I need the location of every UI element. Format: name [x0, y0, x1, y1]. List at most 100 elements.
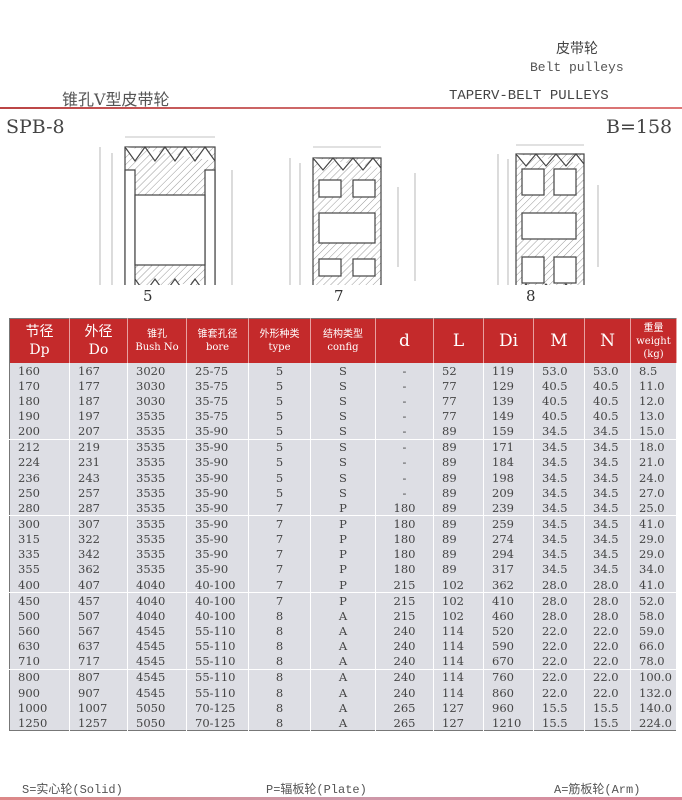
table-cell: 34.5 — [584, 423, 631, 440]
table-cell: 34.5 — [533, 546, 585, 562]
table-cell: 53.0 — [533, 363, 585, 379]
table-cell: 3535 — [127, 500, 187, 516]
column-header-cn: 锥孔 — [147, 329, 167, 340]
table-cell: 55-110 — [186, 668, 249, 685]
table-cell: 294 — [483, 546, 534, 562]
table-cell: - — [375, 363, 434, 379]
table-row: 800 807 4545 55-110 8 A 240 114 760 22.0 22.0 100.0 — [9, 668, 677, 685]
table-row: 630 637 4545 55-110 8 A 240 114 590 22.0 22.0 66.0 — [9, 638, 677, 654]
table-cell: 315 — [9, 531, 70, 547]
table-cell: 35-75 — [186, 408, 249, 424]
table-cell: 335 — [9, 546, 70, 562]
table-cell: 15.5 — [584, 715, 631, 731]
table-cell: 717 — [69, 653, 128, 670]
table-cell: 149 — [483, 408, 534, 424]
table-cell: 180 — [9, 393, 70, 409]
table-cell: 4040 — [127, 608, 187, 624]
table-cell: 3535 — [127, 438, 187, 455]
table-cell: 11.0 — [630, 378, 677, 394]
table-cell: 22.0 — [584, 623, 631, 639]
table-cell: 40-100 — [186, 592, 249, 609]
column-header-cn: 锥套孔径 — [197, 329, 238, 340]
table-cell: 7 — [248, 515, 311, 532]
table-cell: 7 — [248, 546, 311, 562]
table-cell: 670 — [483, 653, 534, 670]
table-cell: 52 — [433, 363, 484, 379]
table-cell: 34.5 — [584, 485, 631, 501]
table-cell: 5 — [248, 438, 311, 455]
table-cell: 8 — [248, 715, 311, 731]
table-cell: P — [310, 500, 376, 516]
table-cell: 180 — [375, 561, 434, 577]
table-cell: 41.0 — [630, 576, 677, 593]
column-header-cn: 外径 — [84, 324, 113, 340]
column-header-en: config — [327, 342, 359, 353]
table-cell: 34.5 — [533, 485, 585, 501]
column-header: M — [533, 318, 585, 363]
table-cell: 89 — [433, 515, 484, 532]
column-header-cn: 结构类型 — [323, 329, 363, 340]
table-row: 212 219 3535 35-90 5 S -89 171 34.5 34.5 18.0 — [9, 438, 677, 455]
table-cell: 197 — [69, 408, 128, 424]
table-cell: 637 — [69, 638, 128, 654]
table-cell: 8 — [248, 608, 311, 624]
table-cell: 34.5 — [533, 454, 585, 470]
table-cell: 40.5 — [584, 408, 631, 424]
table-cell: 52.0 — [630, 592, 677, 609]
table-row: 1000 1007 5050 70-125 8 A 265 127 960 15.5 15.5 140… — [9, 700, 677, 716]
table-cell: 89 — [433, 546, 484, 562]
table-cell: 34.5 — [584, 454, 631, 470]
table-cell: A — [310, 668, 376, 685]
table-cell: 190 — [9, 408, 70, 424]
table-row: 500 507 4040 40-100 8 A 215 102 460 28.0 28.0 58.0 — [9, 608, 677, 624]
table-cell: 5 — [248, 363, 311, 379]
table-cell: 1210 — [483, 715, 534, 731]
table-row: 200 207 3535 35-90 5 S -89 159 34.5 34.5 15.0 — [9, 423, 677, 440]
table-cell: 180 — [375, 531, 434, 547]
legend-solid: S=实心轮(Solid) — [22, 783, 123, 797]
table-cell: A — [310, 638, 376, 654]
table-row: 335 342 3535 35-90 7 P 180 89 294 34.5 34.5 29.0 — [9, 546, 677, 562]
table-cell: 240 — [375, 668, 434, 685]
figure-label-type-8: 8 — [526, 287, 536, 305]
table-cell: 630 — [9, 638, 70, 654]
column-header: Di — [483, 318, 534, 363]
belt-width: B=158 — [606, 116, 673, 138]
table-cell: 28.0 — [584, 608, 631, 624]
table-cell: 240 — [375, 638, 434, 654]
table-cell: 89 — [433, 531, 484, 547]
table-cell: 5 — [248, 485, 311, 501]
table-cell: 34.5 — [533, 423, 585, 440]
table-row: 250 257 3535 35-90 5 S -89 209 34.5 34.5 27.0 — [9, 485, 677, 501]
table-cell: - — [375, 438, 434, 455]
column-header-cn: 重量 — [643, 322, 664, 334]
table-cell: 22.0 — [533, 638, 585, 654]
table-cell: 500 — [9, 608, 70, 624]
table-cell: 1257 — [69, 715, 128, 731]
table-cell: S — [310, 438, 376, 455]
table-cell: 5 — [248, 469, 311, 486]
table-cell: 3535 — [127, 546, 187, 562]
model-code: SPB-8 — [6, 116, 65, 138]
table-cell: 15.5 — [533, 715, 585, 731]
table-cell: 407 — [69, 576, 128, 593]
column-header-en: type — [268, 342, 291, 353]
table-cell: 215 — [375, 608, 434, 624]
legend-plate: P=辐板轮(Plate) — [266, 783, 367, 797]
column-header: 锥孔 Bush No — [127, 318, 187, 363]
column-header: N — [584, 318, 631, 363]
table-cell: 127 — [433, 700, 484, 716]
table-cell: 77 — [433, 378, 484, 394]
table-cell: 35-90 — [186, 561, 249, 577]
table-cell: 3535 — [127, 454, 187, 470]
table-cell: 170 — [9, 378, 70, 394]
table-cell: 400 — [9, 576, 70, 593]
table-cell: 8 — [248, 684, 311, 701]
table-cell: 12.0 — [630, 393, 677, 409]
table-cell: 239 — [483, 500, 534, 516]
column-header: 外形种类 type — [248, 318, 311, 363]
column-header-en: weight (kg) — [636, 335, 671, 360]
column-header: 节径 Dp — [9, 318, 70, 363]
table-cell: 800 — [9, 668, 70, 685]
table-row: 710 717 4545 55-110 8 A 240 114 670 22.0 22.0 78.0 — [9, 653, 677, 670]
